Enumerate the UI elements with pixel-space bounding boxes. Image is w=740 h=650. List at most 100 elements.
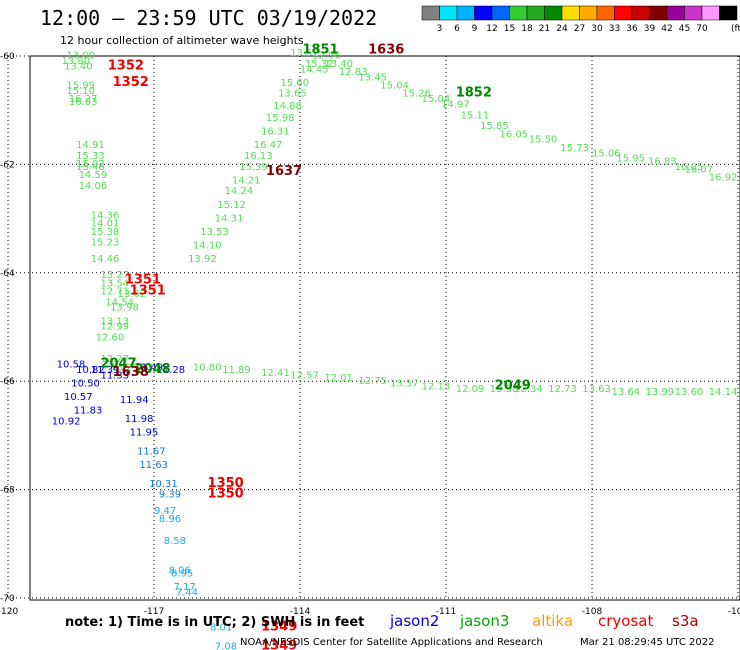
colorbar-swatch — [439, 5, 458, 21]
colorbar-swatch — [456, 5, 475, 21]
swh-value: 14.36 — [91, 211, 120, 222]
swh-value: 10.80 — [193, 362, 222, 373]
pass-time: 1349 — [261, 638, 297, 650]
colorbar-swatch — [421, 5, 440, 21]
swh-value: 13.54 — [100, 278, 129, 289]
swh-value: 11.33 — [100, 370, 129, 381]
swh-value: 13.52 — [290, 48, 319, 59]
pass-time: 1352 — [113, 75, 149, 90]
swh-value: 14.59 — [79, 170, 108, 181]
swh-value: 13.62 — [118, 289, 147, 300]
mission-cryosat: cryosat — [598, 612, 653, 630]
mission-legend: jason2 jason3 altika cryosat s3a — [389, 612, 699, 630]
swh-value: 17.75 — [738, 178, 740, 189]
swh-value: 15.60 — [281, 78, 310, 89]
swh-value: 16.31 — [261, 127, 290, 138]
colorbar-swatch — [596, 5, 615, 21]
colorbar-label: 39 — [644, 24, 656, 34]
swh-value: 12.27 — [100, 354, 129, 365]
swh-value: 14.88 — [273, 101, 302, 112]
swh-value: 13.58 — [490, 384, 519, 395]
swh-value: 12.99 — [100, 322, 129, 333]
swh-value: 13.27 — [100, 270, 129, 281]
map-frame — [29, 55, 740, 601]
swh-value: 15.85 — [480, 121, 509, 132]
colorbar-swatch — [666, 5, 685, 21]
swh-value: 8.01 — [210, 623, 232, 634]
colorbar-swatch — [719, 5, 738, 21]
lat-tick-label: -68 — [0, 486, 15, 496]
lat-lon-grid — [7, 55, 739, 599]
colorbar-swatch — [684, 5, 703, 21]
colorbar-swatch — [544, 5, 563, 21]
swh-value: 15.50 — [529, 135, 558, 146]
swh-observations: 13.0013.8013.4015.9915.1016.2716.0314.91… — [52, 48, 740, 650]
swh-value: 11.95 — [130, 427, 159, 438]
swh-value: 15.73 — [560, 143, 589, 154]
swh-value: 11.98 — [125, 414, 154, 425]
swh-value: 15.48 — [76, 162, 105, 173]
swh-value: 12.13 — [422, 381, 451, 392]
pass-time: 1637 — [266, 164, 302, 179]
swh-value: 13.45 — [358, 72, 387, 83]
mission-altika: altika — [532, 612, 573, 630]
swh-value: 8.96 — [159, 514, 181, 525]
swh-value: 12.96 — [312, 51, 341, 62]
lat-tick-label: -60 — [0, 52, 15, 62]
swh-value: 14.45 — [300, 64, 329, 75]
swh-value: 14.97 — [441, 99, 470, 110]
swh-value: 10.58 — [57, 360, 86, 371]
pass-time: 1352 — [108, 59, 144, 74]
swh-value: 14.24 — [225, 186, 254, 197]
swh-value: 16.83 — [648, 156, 677, 167]
swh-value: 16.03 — [69, 97, 98, 108]
pass-time: 1349 — [261, 620, 297, 635]
swh-value: 14.21 — [232, 175, 261, 186]
swh-value: 16.13 — [244, 151, 273, 162]
swh-value: 13.98 — [110, 303, 139, 314]
swh-value: 12.73 — [548, 384, 577, 395]
mission-s3a: s3a — [672, 612, 699, 630]
pass-time: 1851 — [302, 42, 338, 57]
swh-value: 15.33 — [76, 151, 105, 162]
lat-tick-label: -62 — [0, 160, 15, 170]
swh-value: 12.01 — [324, 373, 353, 384]
colorbar-label: 3 — [437, 24, 443, 34]
swh-value: 10.82 — [76, 365, 105, 376]
swh-value: 14.91 — [76, 140, 105, 151]
map-subtitle: 12 hour collection of altimeter wave hei… — [60, 34, 304, 47]
swh-value: 16.27 — [69, 94, 98, 105]
credit-line: NOAA/NESDIS Center for Satellite Applica… — [240, 637, 543, 648]
swh-value: 11.28 — [156, 365, 185, 376]
colorbar-swatch — [631, 5, 650, 21]
colorbar-swatch — [701, 5, 720, 21]
swh-value: 15.02 — [76, 159, 105, 170]
swh-value: 10.57 — [64, 392, 93, 403]
colorbar-label: 70 — [696, 24, 708, 34]
swh-value: 15.04 — [422, 94, 451, 105]
swh-value: 10.50 — [71, 379, 100, 390]
swh-value: 13.92 — [188, 254, 217, 265]
axis-tick-labels: -120 -117 -114 -111 -108 -105 -60 -62 -64 -66 -68 -… — [0, 52, 740, 617]
swh-value: 15.32 — [305, 59, 334, 70]
swh-value: 15.98 — [266, 113, 295, 124]
lat-tick-label: -66 — [0, 377, 15, 387]
swh-value: 10.92 — [52, 417, 81, 428]
swh-value: 15.26 — [402, 89, 431, 100]
swh-value: 7.08 — [215, 641, 237, 650]
colorbar-swatch — [649, 5, 668, 21]
lon-tick-label: -111 — [436, 607, 456, 617]
swh-value: 11.89 — [222, 365, 251, 376]
colorbar-label: 6 — [454, 24, 460, 34]
colorbar-label: 9 — [472, 24, 478, 34]
pass-time: 2049 — [495, 378, 531, 393]
swh-value: 14.06 — [79, 181, 108, 192]
swh-value: 13.53 — [200, 227, 229, 238]
pass-time-labels: 1352135218511636163718521853135113512047… — [100, 42, 531, 650]
swh-value: 13.29 — [110, 362, 139, 373]
pass-time: 1350 — [208, 487, 244, 502]
swh-value: 12.83 — [339, 67, 368, 78]
lon-tick-label: -114 — [290, 607, 311, 617]
pass-time: 2048 — [135, 362, 171, 377]
swh-value: 12.41 — [261, 368, 290, 379]
